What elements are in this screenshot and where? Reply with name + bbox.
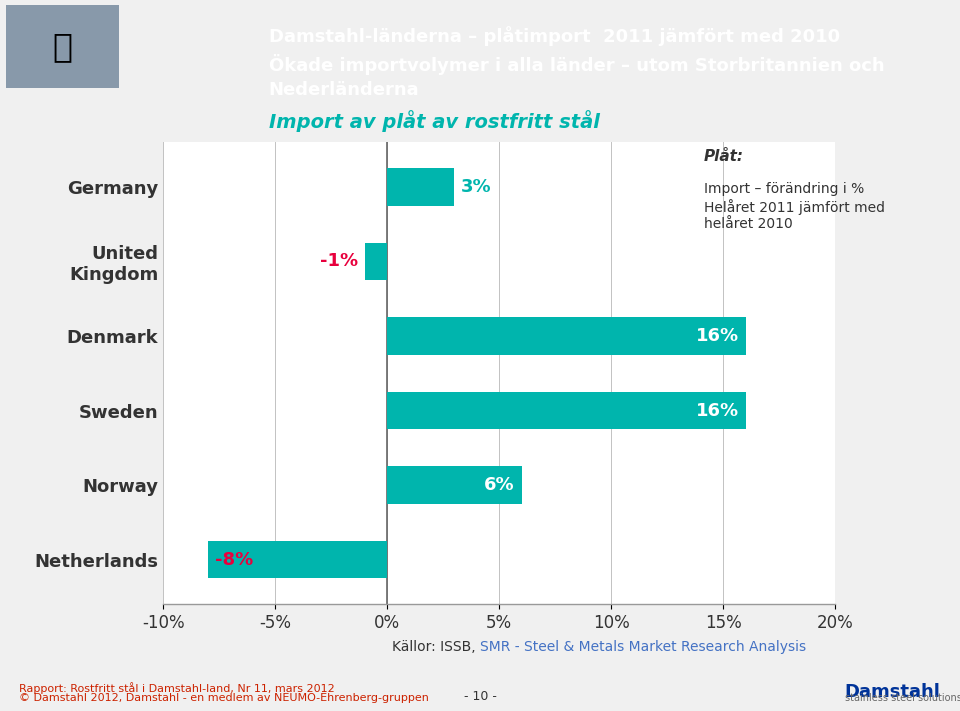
- Bar: [387, 169, 454, 205]
- Text: Damstahl: Damstahl: [845, 683, 941, 700]
- Bar: [387, 466, 521, 503]
- FancyBboxPatch shape: [7, 4, 119, 87]
- Text: 3%: 3%: [461, 178, 492, 196]
- Bar: [387, 392, 746, 429]
- Bar: [387, 317, 746, 355]
- Text: 16%: 16%: [696, 402, 739, 419]
- Text: Damstahl-länderna – plåtimport  2011 jämfört med 2010: Damstahl-länderna – plåtimport 2011 jämf…: [269, 26, 840, 46]
- Text: 🏢: 🏢: [53, 30, 72, 63]
- Text: Plåt:: Plåt:: [704, 149, 744, 164]
- Text: 6%: 6%: [484, 476, 515, 494]
- Text: Import av plåt av rostfritt stål: Import av plåt av rostfritt stål: [269, 110, 600, 132]
- Text: - 10 -: - 10 -: [464, 690, 496, 702]
- Text: Nederländerna: Nederländerna: [269, 81, 420, 100]
- Text: stainless steel solutions: stainless steel solutions: [845, 693, 960, 703]
- Text: -8%: -8%: [215, 550, 253, 569]
- Text: Rapport: Rostfritt stål i Damstahl-land, Nr 11, mars 2012: Rapport: Rostfritt stål i Damstahl-land,…: [19, 683, 335, 695]
- Text: Ökade importvolymer i alla länder – utom Storbritannien och: Ökade importvolymer i alla länder – utom…: [269, 53, 884, 75]
- Text: Import – förändring i %
Helåret 2011 jämfört med
helåret 2010: Import – förändring i % Helåret 2011 jäm…: [704, 182, 885, 231]
- Bar: [365, 243, 387, 280]
- Text: SMR - Steel & Metals Market Research Analysis: SMR - Steel & Metals Market Research Ana…: [480, 640, 806, 654]
- Bar: [208, 541, 387, 578]
- Text: © Damstahl 2012, Damstahl - en medlem av NEUMO-Ehrenberg-gruppen: © Damstahl 2012, Damstahl - en medlem av…: [19, 693, 429, 703]
- Text: -1%: -1%: [320, 252, 358, 270]
- Text: 16%: 16%: [696, 327, 739, 345]
- Text: Källor: ISSB,: Källor: ISSB,: [392, 640, 480, 654]
